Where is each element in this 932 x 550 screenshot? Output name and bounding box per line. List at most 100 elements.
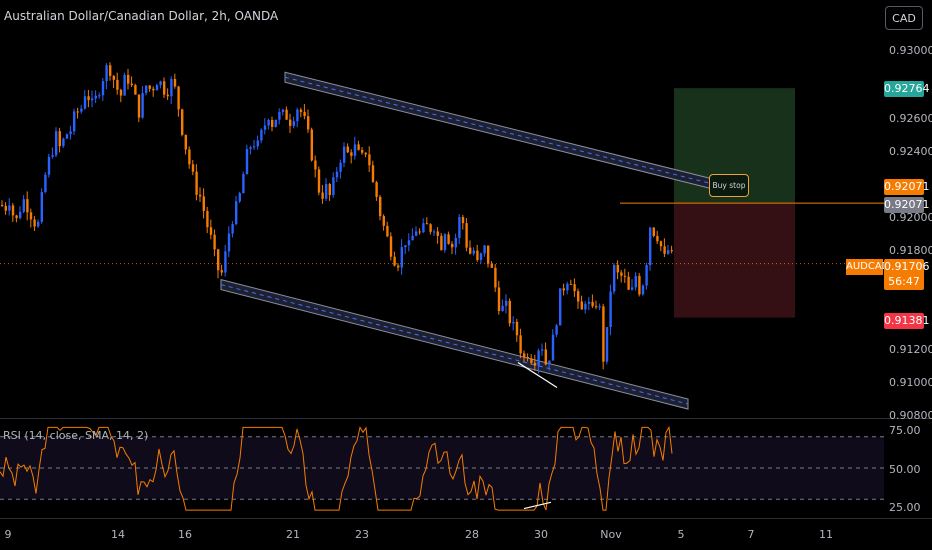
date-label: 14 xyxy=(111,528,125,541)
candle-body xyxy=(566,283,569,291)
candle-body xyxy=(119,89,123,96)
candle-body xyxy=(274,119,277,127)
candle-body xyxy=(447,234,450,244)
candle-body xyxy=(411,235,414,241)
bar-countdown: 56:47 xyxy=(888,275,920,288)
candle-body xyxy=(386,225,389,237)
candle-body xyxy=(649,227,652,266)
date-label: 21 xyxy=(286,528,300,541)
candle-body xyxy=(217,249,220,271)
candle-body xyxy=(404,245,407,248)
candle-body xyxy=(368,154,371,166)
date-label: 23 xyxy=(355,528,369,541)
candle-body xyxy=(357,144,360,150)
candle-body xyxy=(271,119,274,127)
candle-body xyxy=(296,109,299,122)
candle-body xyxy=(389,236,393,257)
candle-body xyxy=(58,131,61,147)
candle-body xyxy=(451,243,454,248)
price-tick: 0.91200 xyxy=(889,343,932,356)
price-tick: 0.90800 xyxy=(889,409,932,422)
lower-channel-band-center xyxy=(220,284,689,405)
date-label: Nov xyxy=(600,528,622,541)
candle-body xyxy=(548,360,551,365)
candle-body xyxy=(83,96,87,109)
candle-body xyxy=(33,219,36,227)
rsi-legend[interactable]: RSI (14, close, SMA, 14, 2) xyxy=(3,429,149,442)
candle-body xyxy=(656,235,659,242)
candle-body xyxy=(55,131,58,156)
candle-body xyxy=(559,288,562,326)
candle-body xyxy=(130,83,133,86)
candle-body xyxy=(285,109,288,120)
candle-body xyxy=(555,325,558,335)
candle-body xyxy=(22,199,25,212)
candle-body xyxy=(598,306,601,308)
candle-body xyxy=(472,250,475,254)
candle-body xyxy=(321,192,324,199)
date-label: 5 xyxy=(677,528,685,541)
candle-body xyxy=(616,264,619,273)
candle-body xyxy=(260,129,263,141)
candle-body xyxy=(44,174,47,193)
rsi-tick: 75.00 xyxy=(889,424,921,437)
candle-body xyxy=(393,256,396,266)
candle-body xyxy=(591,301,594,307)
candle-body xyxy=(350,152,353,156)
candle-body xyxy=(573,284,576,292)
candle-body xyxy=(551,334,555,361)
candle-body xyxy=(613,264,616,292)
current-price-tag: 0.91706 56:47 xyxy=(884,259,930,290)
date-label: 16 xyxy=(178,528,192,541)
candle-body xyxy=(209,227,213,235)
candle-body xyxy=(343,146,346,163)
candle-body xyxy=(418,231,421,233)
candle-body xyxy=(335,171,339,178)
candle-body xyxy=(645,265,648,286)
candle-body xyxy=(166,94,169,97)
level-price-tag: 0.92071 xyxy=(884,197,930,213)
candle-body xyxy=(490,263,493,268)
current-price: 0.91706 xyxy=(884,260,930,273)
buy-stop-label[interactable]: Buy stop xyxy=(709,174,749,197)
candle-body xyxy=(332,177,335,196)
candle-body xyxy=(663,246,666,254)
candle-body xyxy=(267,119,270,126)
candle-body xyxy=(530,358,533,363)
candle-body xyxy=(188,149,191,165)
candle-body xyxy=(195,171,198,195)
candle-body xyxy=(191,164,195,172)
candle-body xyxy=(26,199,29,213)
candle-body xyxy=(397,265,400,268)
candle-body xyxy=(314,160,317,170)
candle-body xyxy=(476,250,479,261)
candle-body xyxy=(483,245,486,254)
candle-body xyxy=(98,95,101,97)
candle-body xyxy=(73,111,76,132)
candle-body xyxy=(584,303,587,310)
candle-body xyxy=(307,116,310,130)
currency-button[interactable]: CAD xyxy=(885,6,923,30)
candle-body xyxy=(494,267,497,288)
candle-body xyxy=(602,306,605,362)
candle-body xyxy=(15,215,18,219)
rsi-tick: 25.00 xyxy=(889,501,921,514)
stop-price-tag: 0.91381 xyxy=(884,313,930,329)
date-label: 28 xyxy=(465,528,479,541)
candle-body xyxy=(231,224,234,234)
candle-body xyxy=(292,121,295,126)
candle-body xyxy=(62,138,65,147)
date-label: 7 xyxy=(747,528,755,541)
candle-body xyxy=(69,131,72,135)
candle-body xyxy=(224,251,227,273)
date-label: 11 xyxy=(819,528,833,541)
candle-body xyxy=(577,291,580,302)
candle-body xyxy=(382,216,385,226)
candle-body xyxy=(123,74,126,96)
candle-body xyxy=(235,201,238,225)
chart-title: Australian Dollar/Canadian Dollar, 2h, O… xyxy=(4,9,279,23)
rsi-line xyxy=(0,425,673,511)
divergence-line-rsi xyxy=(523,501,552,510)
candle-body xyxy=(278,112,281,120)
